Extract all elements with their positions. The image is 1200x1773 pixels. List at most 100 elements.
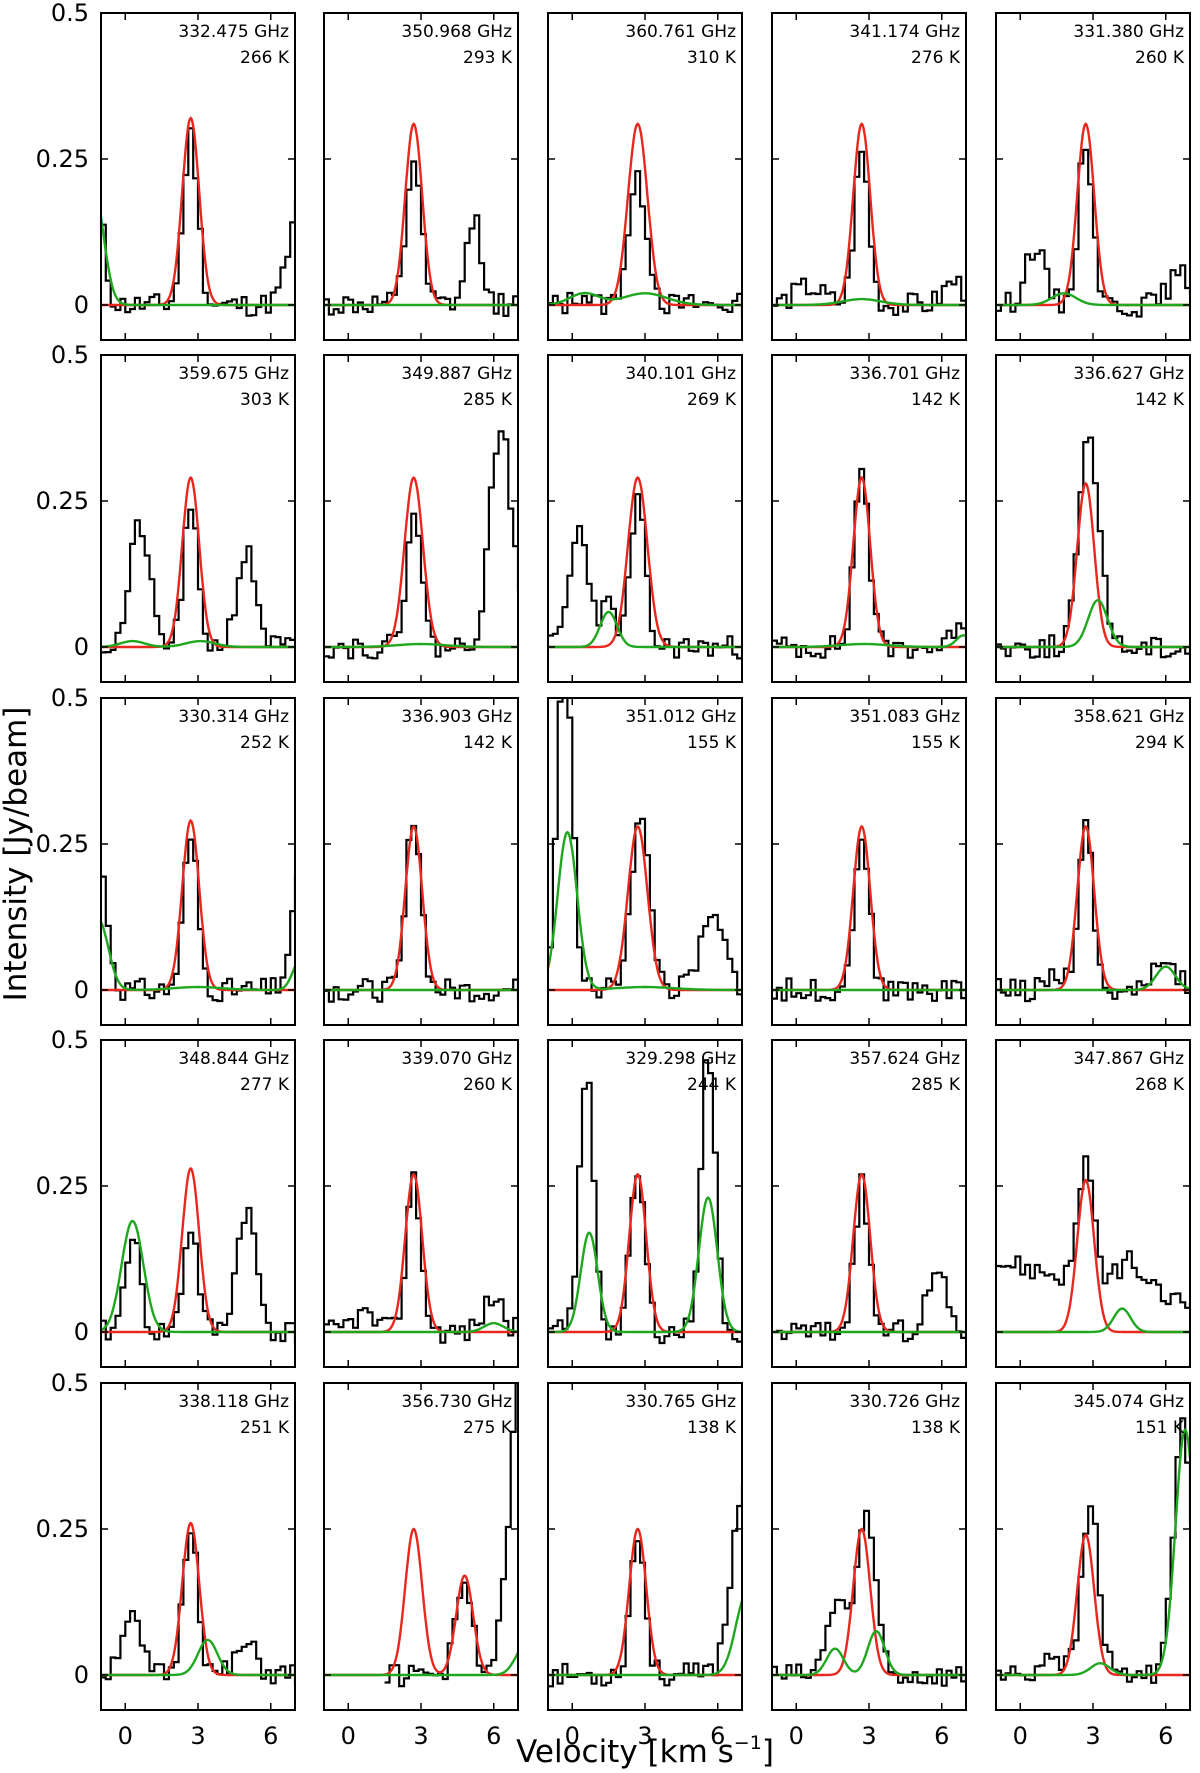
panel-25: 0 3 6 345.074 GHz 151 K [995,1382,1191,1750]
model-fit-other [324,642,518,649]
panel-15: 358.621 GHz 294 K [995,697,1191,1026]
y-tick-label: 0.5 [51,684,89,712]
model-fit-target [772,1527,966,1677]
x-tick-label: 0 [118,1722,133,1750]
model-fit-other [101,1638,295,1677]
y-tick-label: 0 [74,633,89,661]
observed-spectrum [548,1483,742,1688]
observed-spectrum [548,1059,742,1345]
panel-8: 340.101 GHz 269 K [547,354,743,683]
panel-frequency: 331.380 GHz [1073,22,1184,42]
x-tick-label: 3 [861,1722,876,1750]
model-fit-other [996,1427,1190,1677]
model-fit-other [772,1629,966,1677]
panel-temperature: 138 K [911,1418,961,1438]
panel-frequency: 341.174 GHz [849,22,960,42]
plot-area [548,1059,742,1345]
panel-temperature: 155 K [687,733,737,753]
panel-temperature: 155 K [911,733,961,753]
panel-frequency: 330.314 GHz [178,707,289,727]
plot-area [101,1166,295,1343]
plot-area [996,819,1190,1003]
x-tick-label: 3 [413,1722,428,1750]
panel-14: 351.083 GHz 155 K [771,697,967,1026]
panel-11: 0 0.25 0.5 330.314 GHz 252 K [36,684,296,1026]
y-tick-label: 0.25 [36,487,89,515]
plot-area [996,1155,1190,1334]
y-tick-label: 0.25 [36,1515,89,1543]
x-tick-label: 6 [934,1722,949,1750]
panel-3: 360.761 GHz 310 K [547,12,743,341]
panel-temperature: 142 K [1135,390,1185,410]
observed-spectrum [772,467,966,659]
plot-area [996,122,1190,318]
model-fit-other [548,291,742,307]
panel-23: 0 3 6 330.765 GHz 138 K [547,1382,743,1750]
model-fit-other [772,634,966,649]
plot-area [996,1417,1190,1684]
observed-spectrum [324,430,518,660]
panel-temperature: 275 K [463,1418,513,1438]
panel-temperature: 303 K [240,390,290,410]
panel-temperature: 277 K [240,1075,290,1095]
model-fit-other [996,965,1190,992]
plot-area [772,1172,966,1343]
observed-spectrum [101,838,295,1003]
x-tick-label: 0 [565,1722,580,1750]
model-fit-other [324,1322,518,1334]
panel-temperature: 142 K [463,733,513,753]
plot-area [324,430,518,660]
panel-temperature: 285 K [463,390,513,410]
panel-temperature: 310 K [687,48,737,68]
panel-temperature: 266 K [240,48,290,68]
observed-spectrum [996,436,1190,659]
panel-frequency: 339.070 GHz [401,1049,512,1069]
panel-9: 336.701 GHz 142 K [771,354,967,683]
x-tick-label: 6 [1158,1722,1173,1750]
panel-22: 0 3 6 356.730 GHz 275 K [323,1382,519,1750]
y-tick-label: 0.25 [36,1172,89,1200]
y-tick-label: 0 [74,291,89,319]
observed-spectrum [324,160,518,317]
plot-area [101,475,295,654]
x-tick-label: 6 [263,1722,278,1750]
panel-temperature: 294 K [1135,733,1185,753]
model-fit-other [324,1652,518,1677]
plot-area [548,122,742,318]
model-fit-other [101,921,295,992]
panel-temperature: 151 K [1135,1418,1185,1438]
x-tick-label: 3 [190,1722,205,1750]
model-fit-other [996,292,1190,307]
panel-frequency: 330.726 GHz [849,1392,960,1412]
plot-area [324,1383,518,1688]
panel-5: 331.380 GHz 260 K [995,12,1191,341]
panel-10: 336.627 GHz 142 K [995,354,1191,683]
panel-frequency: 351.083 GHz [849,707,960,727]
model-fit-other [548,1600,742,1677]
observed-spectrum [324,1171,518,1344]
plot-area [772,1509,966,1687]
panel-temperature: 252 K [240,733,290,753]
plot-area [324,824,518,1003]
model-fit-target [996,481,1190,649]
plot-area [324,1171,518,1344]
y-tick-label: 0.5 [51,0,89,27]
panel-6: 0 0.25 0.5 359.675 GHz 303 K [36,341,296,683]
x-tick-label: 6 [710,1722,725,1750]
observed-spectrum [548,698,742,1000]
panel-frequency: 360.761 GHz [625,22,736,42]
x-tick-label: 0 [789,1722,804,1750]
panel-frequency: 359.675 GHz [178,364,289,384]
panel-temperature: 269 K [687,390,737,410]
panel-frequency: 332.475 GHz [178,22,289,42]
observed-spectrum [101,1206,295,1343]
model-fit-target [548,1172,742,1334]
plot-area [548,1483,742,1688]
panel-temperature: 293 K [463,48,513,68]
panel-16: 0 0.25 0.5 348.844 GHz 277 K [36,1026,296,1368]
y-tick-label: 0.25 [36,145,89,173]
panel-1: 0 0.25 0.5 332.475 GHz 266 K [36,0,296,341]
plot-area [772,122,966,316]
x-tick-label: 0 [1013,1722,1028,1750]
model-fit-other [548,610,742,649]
